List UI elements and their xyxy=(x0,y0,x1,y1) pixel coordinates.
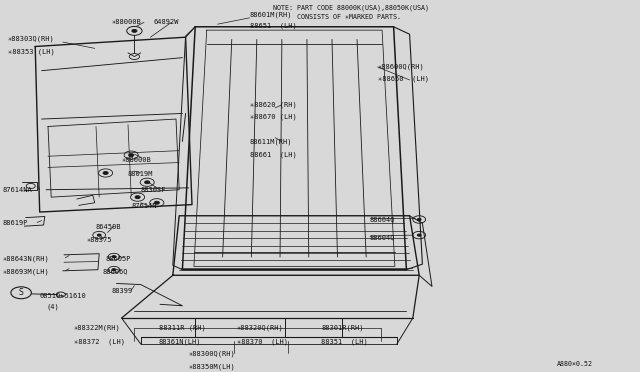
Text: ✳88372  (LH): ✳88372 (LH) xyxy=(74,338,125,345)
Circle shape xyxy=(417,234,421,236)
Text: ✳88322M(RH): ✳88322M(RH) xyxy=(74,325,120,331)
Text: ✳88670 (LH): ✳88670 (LH) xyxy=(250,114,296,121)
Text: 88399: 88399 xyxy=(112,288,133,294)
Text: 88619P: 88619P xyxy=(3,220,28,226)
Text: ✳88370  (LH): ✳88370 (LH) xyxy=(237,338,288,345)
Text: 08510-51610: 08510-51610 xyxy=(40,293,86,299)
Text: 88604Q: 88604Q xyxy=(370,234,396,240)
Text: 88661  (LH): 88661 (LH) xyxy=(250,151,296,158)
Circle shape xyxy=(135,196,140,199)
Circle shape xyxy=(145,181,150,184)
Text: ✳88620 (RH): ✳88620 (RH) xyxy=(250,102,296,108)
Text: 88019M: 88019M xyxy=(128,171,154,177)
Circle shape xyxy=(103,171,108,174)
Text: 86450B: 86450B xyxy=(96,224,122,230)
Text: ✳88643N(RH): ✳88643N(RH) xyxy=(3,255,49,262)
Text: ✳88375: ✳88375 xyxy=(86,237,112,243)
Text: ✳88353 (LH): ✳88353 (LH) xyxy=(8,48,54,55)
Circle shape xyxy=(417,218,421,221)
Text: 88605P: 88605P xyxy=(106,256,131,262)
Text: 88311R (RH): 88311R (RH) xyxy=(159,325,205,331)
Text: 88301R(RH): 88301R(RH) xyxy=(321,325,364,331)
Circle shape xyxy=(112,256,116,258)
Text: 87614N: 87614N xyxy=(131,203,157,209)
Text: 88361N(LH): 88361N(LH) xyxy=(159,338,201,345)
Text: S: S xyxy=(19,288,24,297)
Text: ✳88320Q(RH): ✳88320Q(RH) xyxy=(237,325,284,331)
Text: 88604Q: 88604Q xyxy=(370,217,396,222)
Circle shape xyxy=(129,154,134,157)
Circle shape xyxy=(154,201,159,204)
Text: CONSISTS OF ✳MARKED PARTS.: CONSISTS OF ✳MARKED PARTS. xyxy=(273,14,401,20)
Text: (4): (4) xyxy=(46,304,59,310)
Text: ✳88000B: ✳88000B xyxy=(122,157,151,163)
Circle shape xyxy=(132,29,137,32)
Text: ✳88600Q(RH): ✳88600Q(RH) xyxy=(378,64,424,70)
Circle shape xyxy=(97,234,101,236)
Text: A880×0.52: A880×0.52 xyxy=(557,361,593,367)
Text: 88651  (LH): 88651 (LH) xyxy=(250,23,296,29)
Text: 87614NA: 87614NA xyxy=(3,187,32,193)
Text: 88303F: 88303F xyxy=(141,187,166,193)
Text: 88601M(RH): 88601M(RH) xyxy=(250,12,292,18)
Text: 88611M(RH): 88611M(RH) xyxy=(250,139,292,145)
Text: NOTE: PART CODE 88000K(USA),88050K(USA): NOTE: PART CODE 88000K(USA),88050K(USA) xyxy=(273,5,429,12)
Text: 88606Q: 88606Q xyxy=(102,269,128,275)
Text: 64892W: 64892W xyxy=(154,19,179,25)
Text: ✳88303Q(RH): ✳88303Q(RH) xyxy=(8,36,54,42)
Text: ✳88000B: ✳88000B xyxy=(112,19,141,25)
Text: ✳88693M(LH): ✳88693M(LH) xyxy=(3,268,49,275)
Text: ✳88650  (LH): ✳88650 (LH) xyxy=(378,76,429,82)
Text: ✳88350M(LH): ✳88350M(LH) xyxy=(189,363,236,370)
Text: 88351  (LH): 88351 (LH) xyxy=(321,338,368,345)
Text: ✳88300Q(RH): ✳88300Q(RH) xyxy=(189,351,236,357)
Circle shape xyxy=(112,269,116,271)
